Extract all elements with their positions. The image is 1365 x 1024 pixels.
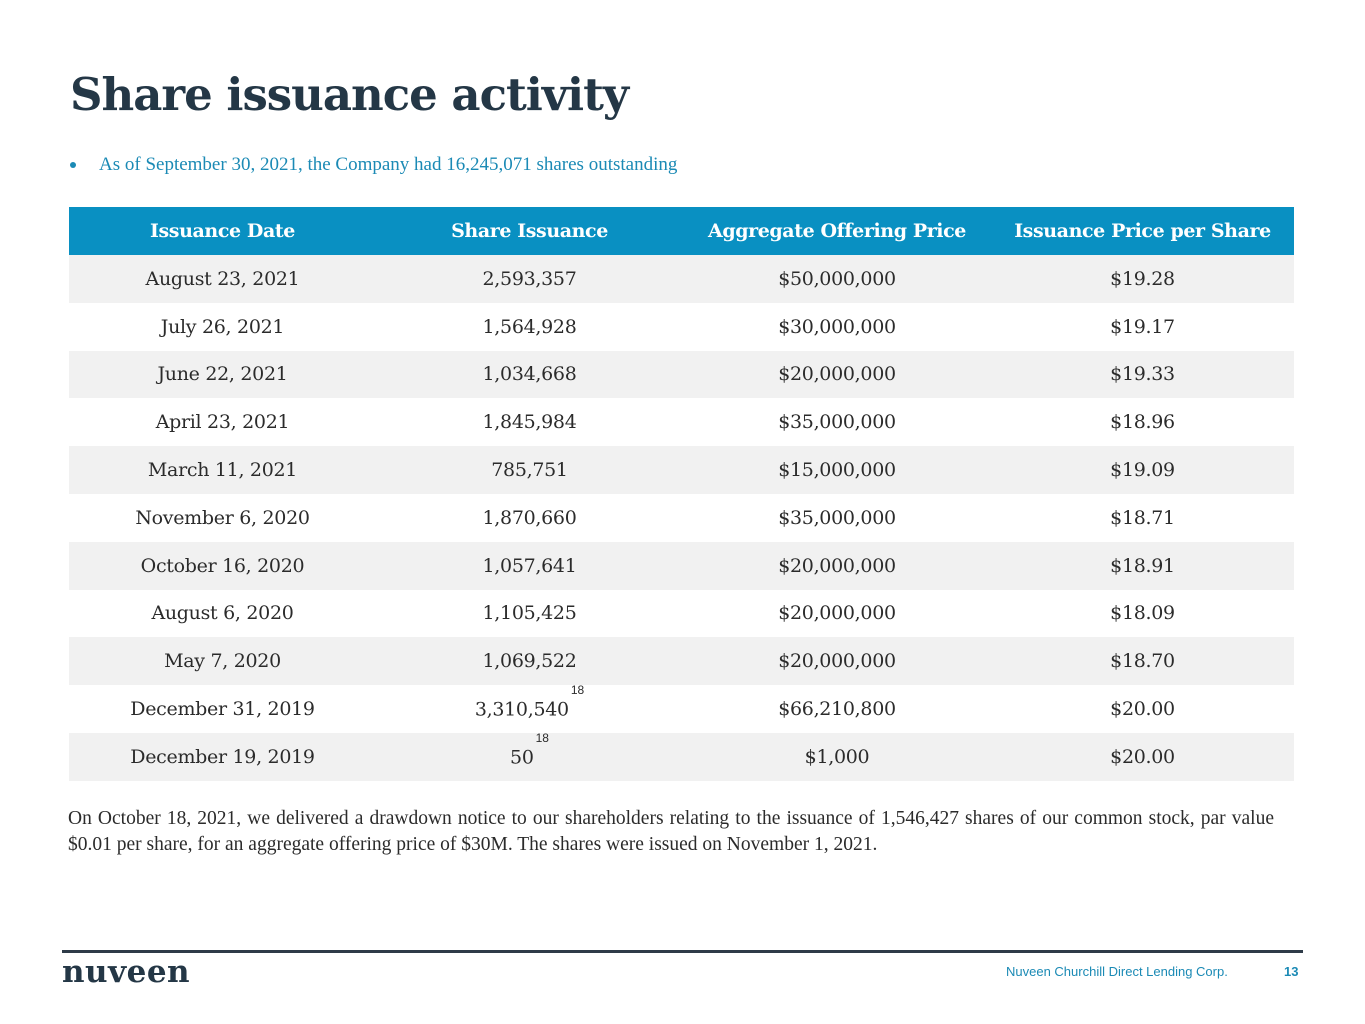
header-issuance-date: Issuance Date: [69, 207, 376, 255]
share-count: 3,310,540: [474, 698, 569, 721]
aggregate-offering-price: $20,000,000: [683, 541, 991, 590]
issuance-price: $18.09: [991, 589, 1294, 638]
aggregate-offering-price: $15,000,000: [683, 446, 991, 494]
aggregate-offering-price: $35,000,000: [683, 493, 991, 542]
table-row: November 6, 2020 1,870,660 $35,000,000 $…: [69, 493, 1294, 542]
issuance-date: December 31, 2019: [69, 685, 376, 733]
header-share-issuance: Share Issuance: [376, 207, 683, 255]
aggregate-offering-price: $35,000,000: [683, 398, 991, 447]
aggregate-offering-price: $1,000: [683, 732, 991, 781]
table-row: March 11, 2021 785,751 $15,000,000 $19.0…: [69, 446, 1294, 494]
share-issuance: 1,057,641: [376, 541, 683, 590]
issuance-date: June 22, 2021: [69, 350, 376, 399]
share-issuance: 3,310,54018: [376, 683, 683, 733]
aggregate-offering-price: $66,210,800: [683, 685, 991, 733]
issuance-price: $20.00: [991, 685, 1294, 733]
share-issuance: 1,870,660: [376, 493, 683, 542]
page-title: Share issuance activity: [70, 68, 629, 121]
table-row: December 31, 2019 3,310,54018 $66,210,80…: [69, 683, 1294, 733]
aggregate-offering-price: $20,000,000: [683, 589, 991, 638]
aggregate-offering-price: $20,000,000: [683, 350, 991, 399]
table-row: April 23, 2021 1,845,984 $35,000,000 $18…: [69, 398, 1294, 447]
issuance-date: August 23, 2021: [69, 255, 376, 303]
share-issuance: 1,034,668: [376, 350, 683, 399]
share-count: 785,751: [491, 459, 568, 482]
share-issuance: 1,564,928: [376, 302, 683, 351]
table-row: June 22, 2021 1,034,668 $20,000,000 $19.…: [69, 350, 1294, 399]
share-count: 1,105,425: [482, 602, 577, 625]
aggregate-offering-price: $20,000,000: [683, 637, 991, 686]
issuance-price: $20.00: [991, 732, 1294, 781]
share-count: 1,069,522: [482, 650, 577, 673]
issuance-price: $18.71: [991, 493, 1294, 542]
table-row: August 23, 2021 2,593,357 $50,000,000 $1…: [69, 255, 1294, 303]
page-number: 13: [1284, 964, 1299, 979]
share-issuance: 1,105,425: [376, 589, 683, 638]
issuance-price: $19.33: [991, 350, 1294, 399]
share-count: 2,593,357: [482, 267, 577, 290]
drawdown-note: On October 18, 2021, we delivered a draw…: [68, 808, 1274, 855]
table-row: July 26, 2021 1,564,928 $30,000,000 $19.…: [69, 302, 1294, 351]
issuance-price: $19.17: [991, 302, 1294, 351]
header-aggregate-offering-price: Aggregate Offering Price: [683, 207, 991, 255]
issuance-date: November 6, 2020: [69, 493, 376, 542]
issuance-price: $19.09: [991, 446, 1294, 494]
share-count: 1,057,641: [482, 554, 577, 577]
footer-divider: [62, 950, 1303, 953]
issuance-date: March 11, 2021: [69, 446, 376, 494]
issuance-price: $18.70: [991, 637, 1294, 686]
share-issuance-table: Issuance Date Share Issuance Aggregate O…: [69, 207, 1294, 781]
share-issuance: 1,845,984: [376, 398, 683, 447]
issuance-date: April 23, 2021: [69, 398, 376, 447]
table-row: May 7, 2020 1,069,522 $20,000,000 $18.70: [69, 637, 1294, 686]
share-count: 1,564,928: [482, 315, 577, 338]
issuance-date: October 16, 2020: [69, 541, 376, 590]
summary-text: As of September 30, 2021, the Company ha…: [99, 154, 678, 175]
issuance-date: August 6, 2020: [69, 589, 376, 638]
share-count: 1,870,660: [482, 506, 577, 529]
issuance-price: $19.28: [991, 255, 1294, 303]
footnote-ref[interactable]: 18: [535, 731, 549, 746]
table-row: December 19, 2019 5018 $1,000 $20.00: [69, 731, 1294, 781]
aggregate-offering-price: $50,000,000: [683, 255, 991, 303]
issuance-date: May 7, 2020: [69, 637, 376, 686]
share-issuance: 2,593,357: [376, 255, 683, 303]
footer-company-name: Nuveen Churchill Direct Lending Corp.: [1006, 964, 1228, 979]
bullet-icon: [70, 162, 76, 168]
issuance-date: December 19, 2019: [69, 732, 376, 781]
nuveen-logo: nuveen: [62, 954, 191, 990]
summary-bullet: As of September 30, 2021, the Company ha…: [68, 154, 677, 176]
share-issuance: 785,751: [376, 446, 683, 494]
issuance-price: $18.96: [991, 398, 1294, 447]
issuance-price: $18.91: [991, 541, 1294, 590]
share-count: 1,034,668: [482, 363, 577, 386]
share-issuance: 1,069,522: [376, 637, 683, 686]
table-row: October 16, 2020 1,057,641 $20,000,000 $…: [69, 541, 1294, 590]
table-row: August 6, 2020 1,105,425 $20,000,000 $18…: [69, 589, 1294, 638]
header-issuance-price-per-share: Issuance Price per Share: [991, 207, 1294, 255]
aggregate-offering-price: $30,000,000: [683, 302, 991, 351]
share-count: 1,845,984: [482, 411, 577, 434]
footnote-ref[interactable]: 18: [570, 683, 585, 698]
share-issuance: 5018: [376, 731, 683, 781]
table-header-row: Issuance Date Share Issuance Aggregate O…: [69, 207, 1294, 255]
share-count: 50: [510, 746, 534, 769]
issuance-date: July 26, 2021: [69, 302, 376, 351]
